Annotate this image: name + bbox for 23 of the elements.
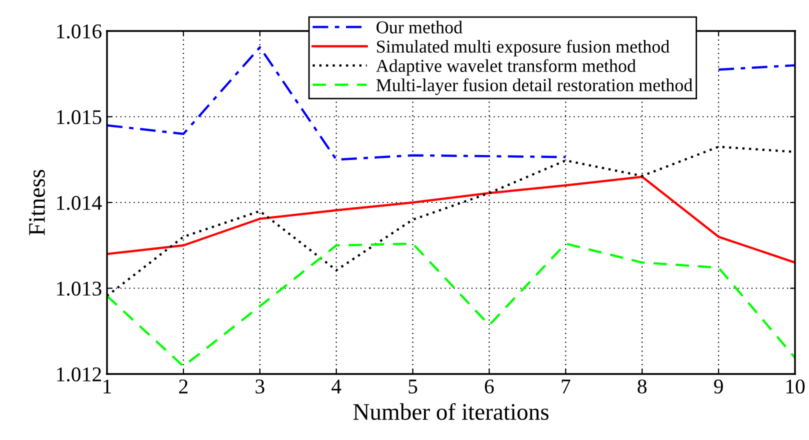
x-axis-title: Number of iterations xyxy=(353,403,548,420)
y-tick-label: 1.015 xyxy=(57,110,102,124)
x-tick-label: 3 xyxy=(256,380,264,394)
x-tick-label: 5 xyxy=(408,380,418,394)
y-tick-label: 1.013 xyxy=(57,282,102,296)
legend-label: Adaptive wavelet transform method xyxy=(376,59,636,76)
x-tick-label: 10 xyxy=(786,379,805,394)
x-tick-label: 9 xyxy=(714,380,723,394)
x-tick-label: 1 xyxy=(104,380,111,394)
y-tick-label: 1.012 xyxy=(57,367,101,382)
line-series xyxy=(107,242,795,368)
x-tick-label: 8 xyxy=(638,379,647,394)
legend-label: Our method xyxy=(376,20,462,34)
x-tick-label: 6 xyxy=(484,380,494,394)
y-tick-label: 1.016 xyxy=(57,24,102,39)
y-axis-title: Fitness xyxy=(29,170,45,236)
x-tick-label: 2 xyxy=(179,380,188,394)
legend-label: Simulated multi exposure fusion method xyxy=(377,40,670,56)
x-tick-label: 7 xyxy=(562,380,570,394)
y-tick-label: 1.014 xyxy=(57,196,102,210)
line-series xyxy=(107,176,795,264)
legend-label: Multi-layer fusion detail restoration method xyxy=(376,78,693,95)
x-tick-label: 4 xyxy=(332,380,342,394)
